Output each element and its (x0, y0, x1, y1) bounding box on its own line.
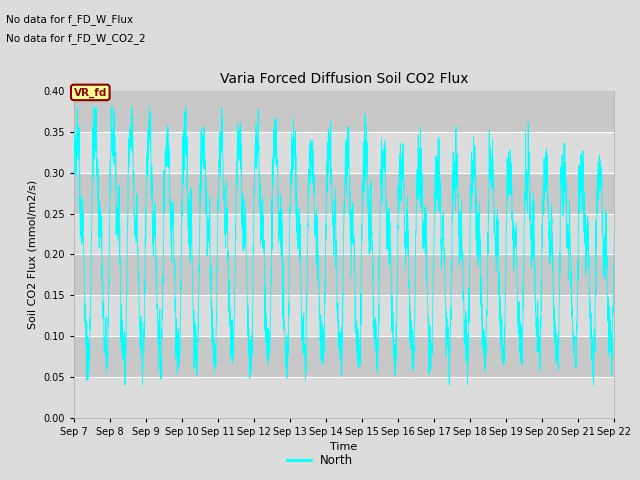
Text: No data for f_FD_W_CO2_2: No data for f_FD_W_CO2_2 (6, 33, 146, 44)
Bar (74, 91, 614, 132)
Text: VR_fd: VR_fd (74, 87, 107, 97)
Y-axis label: Soil CO2 Flux (mmol/m2/s): Soil CO2 Flux (mmol/m2/s) (28, 180, 37, 329)
Bar (74, 377, 614, 418)
Bar (74, 336, 614, 377)
Text: No data for f_FD_W_Flux: No data for f_FD_W_Flux (6, 13, 134, 24)
Title: Varia Forced Diffusion Soil CO2 Flux: Varia Forced Diffusion Soil CO2 Flux (220, 72, 468, 86)
Bar (74, 214, 614, 254)
Bar (74, 173, 614, 214)
Bar (74, 295, 614, 336)
Legend: North: North (282, 449, 358, 472)
Bar (74, 132, 614, 173)
X-axis label: Time: Time (330, 442, 358, 452)
Bar (74, 254, 614, 295)
